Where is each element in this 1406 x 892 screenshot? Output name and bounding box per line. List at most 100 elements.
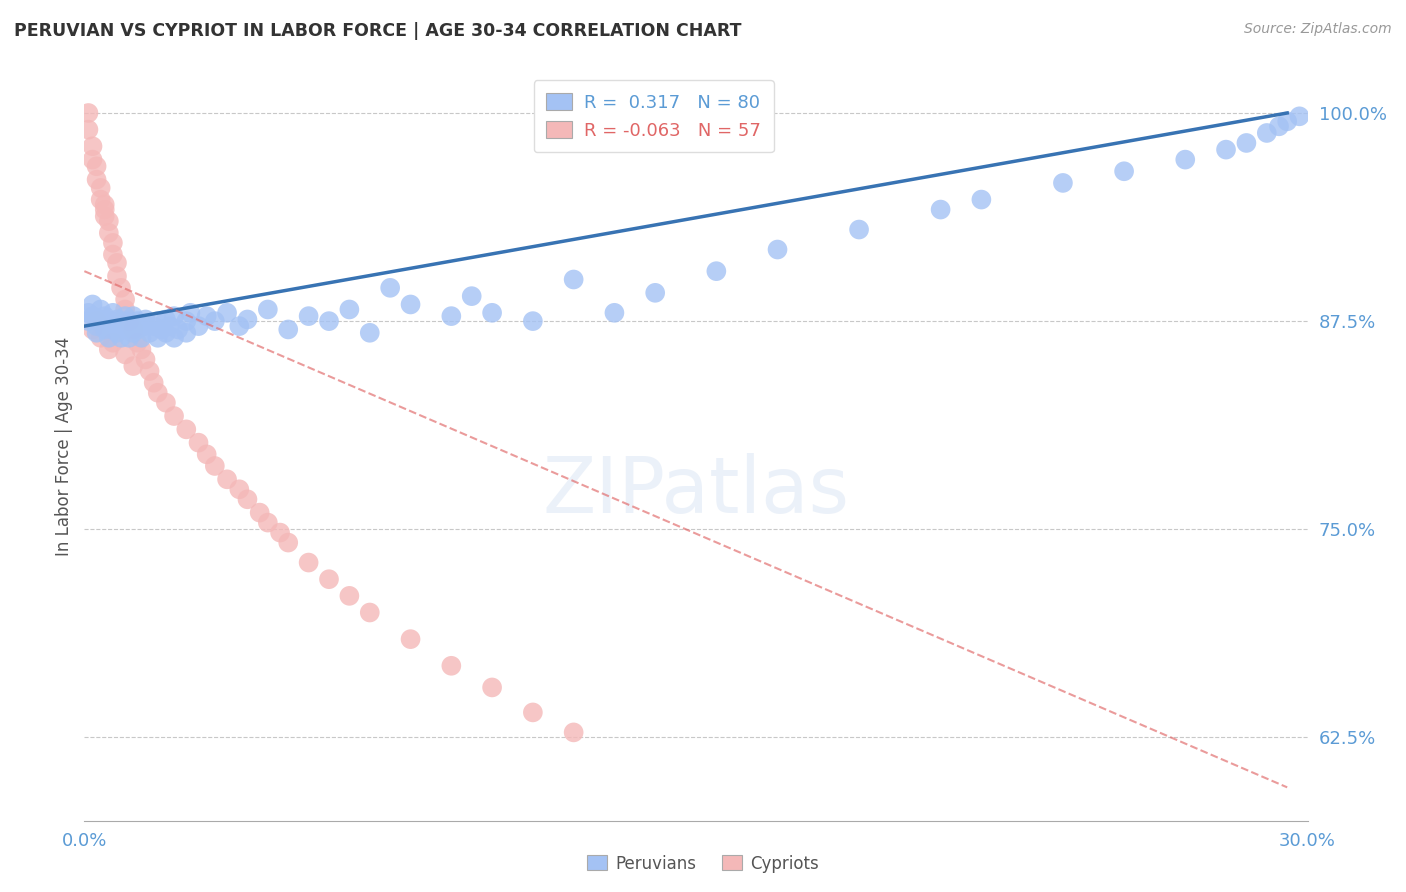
Point (114, 293, 136, 307)
Point (77, 106, 100, 120)
Point (257, 516, 280, 530)
Point (110, 331, 132, 345)
Point (82, 309, 104, 323)
Point (163, 309, 186, 323)
Point (131, 343, 153, 357)
Point (603, 306, 626, 320)
Point (93, 197, 115, 211)
Point (155, 395, 177, 409)
Point (82, 153, 104, 167)
Point (82, 322, 104, 336)
Y-axis label: In Labor Force | Age 30-34: In Labor Force | Age 30-34 (55, 336, 73, 556)
Point (90, 331, 112, 345)
Point (101, 306, 124, 320)
Point (970, 193, 993, 207)
Point (228, 483, 250, 497)
Point (118, 331, 141, 345)
Point (135, 352, 157, 367)
Point (142, 376, 165, 390)
Point (77, 122, 100, 136)
Point (269, 525, 291, 540)
Point (848, 222, 870, 236)
Point (142, 319, 165, 334)
Point (118, 314, 141, 328)
Point (1215, 143, 1237, 157)
Point (90, 302, 112, 317)
Point (706, 264, 728, 278)
Point (97, 331, 120, 345)
Point (86, 314, 108, 328)
Text: ZIPatlas: ZIPatlas (543, 453, 849, 529)
Point (101, 314, 124, 328)
Point (195, 309, 218, 323)
Point (90, 181, 112, 195)
Point (204, 458, 226, 473)
Text: Source: ZipAtlas.com: Source: ZipAtlas.com (1244, 22, 1392, 37)
Point (174, 422, 197, 436)
Point (440, 309, 463, 323)
Point (114, 314, 136, 328)
Point (1288, 109, 1310, 123)
Point (82, 297, 104, 311)
Point (138, 326, 160, 340)
Point (93, 202, 115, 217)
Point (101, 322, 124, 336)
Point (97, 316, 120, 330)
Point (101, 247, 124, 261)
Point (298, 309, 321, 323)
Text: PERUVIAN VS CYPRIOT IN LABOR FORCE | AGE 30-34 CORRELATION CHART: PERUVIAN VS CYPRIOT IN LABOR FORCE | AGE… (14, 22, 741, 40)
Point (97, 226, 120, 240)
Point (86, 319, 108, 334)
Point (228, 319, 250, 334)
Point (114, 309, 136, 323)
Point (105, 326, 128, 340)
Point (1114, 164, 1136, 178)
Point (929, 202, 952, 217)
Point (122, 322, 145, 336)
Point (135, 312, 157, 326)
Point (399, 632, 422, 647)
Point (131, 331, 153, 345)
Point (146, 331, 169, 345)
Point (204, 314, 226, 328)
Point (249, 506, 271, 520)
Point (187, 319, 209, 334)
Point (179, 306, 201, 320)
Point (122, 359, 145, 373)
Point (77, 314, 100, 328)
Point (114, 302, 136, 317)
Point (1256, 126, 1278, 140)
Point (163, 331, 186, 345)
Point (1052, 176, 1074, 190)
Point (522, 706, 544, 720)
Point (1268, 120, 1291, 134)
Point (174, 314, 197, 328)
Point (93, 209, 115, 223)
Point (86, 172, 108, 186)
Point (110, 319, 132, 334)
Point (82, 139, 104, 153)
Point (481, 306, 503, 320)
Point (150, 322, 173, 336)
Point (1236, 136, 1258, 150)
Point (277, 322, 299, 336)
Point (236, 312, 259, 326)
Point (127, 322, 149, 336)
Point (236, 492, 259, 507)
Point (90, 193, 112, 207)
Point (481, 681, 503, 695)
Point (101, 235, 124, 250)
Point (562, 725, 585, 739)
Point (159, 319, 181, 334)
Point (97, 214, 120, 228)
Point (155, 326, 177, 340)
Point (90, 312, 112, 326)
Point (127, 335, 149, 350)
Point (138, 364, 160, 378)
Point (114, 322, 136, 336)
Point (110, 281, 132, 295)
Point (105, 269, 128, 284)
Point (155, 312, 177, 326)
Point (93, 322, 115, 336)
Point (77, 306, 100, 320)
